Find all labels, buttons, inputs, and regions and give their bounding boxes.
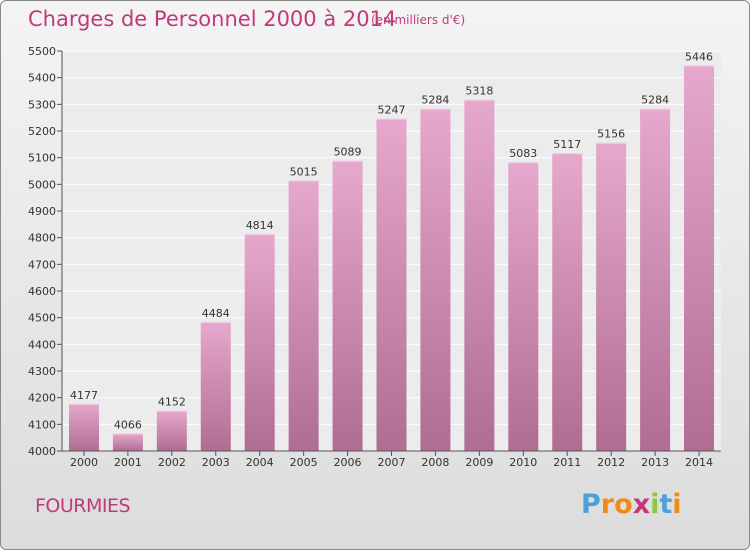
y-tick-label: 5300 [28,98,56,111]
x-tick-label: 2004 [246,456,274,469]
y-tick-label: 4100 [28,418,56,431]
logo-letter: x [632,489,651,520]
y-tick-label: 4500 [28,312,56,325]
x-tick-label: 2000 [70,456,98,469]
y-tick-label: 5200 [28,125,56,138]
bar [684,65,715,452]
x-tick-label: 2007 [378,456,406,469]
chart-unit-label: (en milliers d'€) [371,13,466,27]
bar [376,118,407,451]
bar [552,153,583,451]
logo-letter: i [650,489,660,520]
y-tick-label: 4300 [28,365,56,378]
bar [244,233,275,451]
chart-title: Charges de Personnel 2000 à 2014 [28,7,397,31]
bar [332,160,363,451]
y-tick-label: 4000 [28,445,56,458]
data-label: 5446 [685,50,713,63]
x-tick-label: 2013 [641,456,669,469]
bar [508,162,539,451]
x-tick-label: 2005 [290,456,318,469]
data-label: 5156 [597,128,625,141]
logo-letter: o [614,489,633,520]
bar [156,410,187,451]
y-tick-label: 4400 [28,338,56,351]
axes: 4000 4100 4200 4300 4400 4500 4600 4700 4800 4900… [28,45,721,469]
x-tick-label: 2012 [597,456,625,469]
data-label: 5247 [378,103,406,116]
x-tick-label: 2010 [509,456,537,469]
x-tick-label: 2011 [553,456,581,469]
y-tick-label: 4700 [28,258,56,271]
logo-letter: r [600,489,615,520]
x-tick-label: 2001 [114,456,142,469]
bars [68,65,715,452]
logo-letter: t [659,489,673,520]
data-label: 4152 [158,395,186,408]
x-tick-label: 2002 [158,456,186,469]
data-label: 5117 [553,138,581,151]
y-tick-label: 5500 [28,45,56,58]
data-label: 4484 [202,307,230,320]
data-label: 5318 [465,85,493,98]
data-label: 4066 [114,418,142,431]
x-tick-label: 2006 [334,456,362,469]
data-label: 5284 [641,94,669,107]
y-tick-label: 4200 [28,392,56,405]
y-tick-label: 5000 [28,178,56,191]
logo-letter: i [672,489,682,520]
x-tick-label: 2008 [421,456,449,469]
bar [288,180,319,452]
bar [112,433,143,451]
y-tick-label: 4800 [28,232,56,245]
data-label: 5284 [421,94,449,107]
data-labels: 4177 4066 4152 4484 4814 5015 5089 5247 5284 5318… [70,50,713,431]
proxiti-logo: Proxiti [581,489,682,520]
x-tick-label: 2014 [685,456,713,469]
x-tick-label: 2009 [465,456,493,469]
x-tick-label: 2003 [202,456,230,469]
bar [596,142,627,451]
logo-letter: P [581,489,601,520]
y-tick-label: 5400 [28,72,56,85]
bar [640,108,671,451]
data-label: 5015 [290,165,318,178]
y-tick-label: 4900 [28,205,56,218]
city-name: FOURMIES [35,495,131,517]
data-label: 4814 [246,219,274,232]
y-tick-label: 5100 [28,152,56,165]
data-label: 4177 [70,389,98,402]
y-tick-label: 4600 [28,285,56,298]
bar [68,403,99,451]
bar [464,99,495,452]
data-label: 5083 [509,147,537,160]
bar [200,321,231,451]
bar [420,108,451,451]
data-label: 5089 [334,146,362,159]
